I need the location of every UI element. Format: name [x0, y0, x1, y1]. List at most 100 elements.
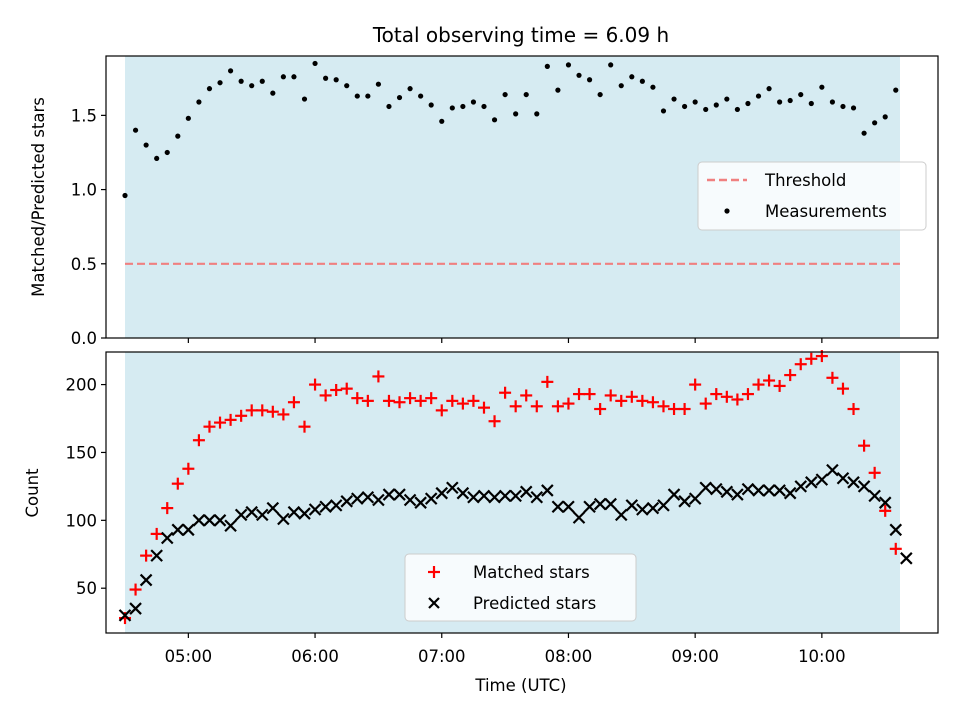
measurement-point [576, 72, 582, 78]
measurement-point [291, 74, 297, 80]
measurement-point [639, 78, 645, 84]
measurement-point [745, 100, 751, 107]
measurement-point [259, 78, 265, 84]
measurement-point [513, 111, 519, 117]
predicted-star-marker [562, 500, 575, 514]
top-plot-frame [105, 55, 939, 339]
predicted-star-marker [688, 492, 702, 505]
measurement-point [439, 118, 445, 124]
measurement-point [365, 93, 371, 99]
predicted-star-marker [614, 508, 628, 522]
predicted-star-marker [340, 495, 354, 508]
bottom-legend: Matched stars Predicted stars [404, 553, 637, 622]
predicted-star-marker [498, 489, 512, 503]
legend-predicted-label: Predicted stars [473, 594, 596, 613]
measurement-point [555, 87, 561, 93]
measurement-point [491, 117, 498, 123]
predicted-star-marker [530, 490, 544, 504]
predicted-star-marker [203, 514, 216, 527]
predicted-star-marker [361, 490, 375, 504]
measurement-point [418, 93, 424, 99]
top-ytick-label: 1.0 [71, 181, 97, 200]
measurement-point [565, 62, 572, 68]
predicted-star-marker [667, 488, 681, 501]
matched-star-marker [245, 404, 258, 417]
matched-star-marker [372, 370, 385, 383]
matched-star-marker [488, 415, 501, 428]
matched-star-marker [625, 390, 638, 403]
measurement-point [354, 93, 360, 99]
matched-star-marker [404, 392, 417, 405]
predicted-star-marker [878, 496, 892, 509]
matched-star-marker [150, 527, 163, 540]
matched-star-marker [456, 397, 469, 410]
matched-star-marker [551, 400, 564, 413]
matched-star-marker [847, 403, 860, 416]
measurement-point [132, 127, 139, 133]
top-legend-box [697, 161, 927, 231]
predicted-star-marker [857, 480, 871, 493]
matched-star-marker [520, 389, 533, 402]
measurement-point [449, 105, 455, 111]
predicted-star-marker [741, 482, 755, 496]
predicted-star-marker [224, 519, 237, 533]
predicted-star-marker [509, 489, 522, 503]
predicted-star-marker [805, 476, 818, 489]
measurement-point [766, 86, 772, 92]
predicted-star-marker [298, 507, 311, 520]
measurement-point [586, 77, 593, 83]
matched-star-marker [868, 466, 881, 479]
predicted-star-marker [456, 486, 470, 500]
bottom-y-axis-label: Count [23, 468, 42, 518]
predicted-star-marker [477, 489, 491, 503]
measurement-point [671, 96, 677, 102]
matched-star-marker [541, 375, 554, 388]
predicted-star-marker [424, 492, 438, 505]
matched-star-marker [615, 394, 628, 407]
matched-star-marker [689, 378, 702, 391]
measurement-point [312, 60, 318, 67]
measurement-point [270, 90, 276, 96]
predicted-star-marker [836, 471, 850, 485]
top-ytick-label: 1.5 [71, 106, 97, 125]
x-axis-label: Time (UTC) [474, 676, 566, 695]
matched-star-marker [393, 396, 406, 409]
top-legend: Threshold Measurements [697, 161, 927, 231]
top-ytick-label: 0.5 [71, 255, 97, 274]
predicted-star-marker [699, 481, 712, 495]
matched-star-marker [668, 403, 681, 416]
measurement-point [196, 99, 202, 105]
matched-star-marker [889, 542, 902, 555]
predicted-star-marker [572, 511, 586, 524]
matched-star-marker [414, 394, 427, 407]
measurement-point [227, 68, 234, 74]
matched-star-marker [382, 394, 395, 407]
measurement-point [597, 91, 603, 98]
measurement-point [692, 99, 698, 105]
matched-star-marker [636, 394, 649, 407]
predicted-star-marker [889, 523, 903, 537]
predicted-star-marker [171, 523, 185, 537]
measurement-point [808, 100, 814, 107]
predicted-star-marker [414, 496, 427, 509]
predicted-star-marker [129, 602, 142, 615]
chart-title: Total observing time = 6.09 h [372, 23, 669, 47]
measurement-point [872, 120, 878, 126]
bottom-ytick-label: 100 [66, 511, 98, 530]
predicted-star-marker [382, 488, 396, 501]
measurement-point [650, 84, 656, 90]
matched-star-marker [805, 352, 818, 365]
matched-star-marker [499, 386, 512, 399]
measurement-point [386, 103, 392, 110]
measurement-point [164, 149, 170, 156]
matched-star-marker [763, 374, 776, 387]
matched-star-marker [794, 358, 807, 371]
top-panel: 0.0 0.5 1.0 1.5 Matched/Predicted stars Thr… [29, 55, 939, 348]
matched-star-marker [710, 388, 723, 401]
matched-star-marker [467, 394, 480, 407]
predicted-star-marker [900, 552, 913, 565]
measurement-point [206, 86, 213, 92]
measurement-point [396, 94, 403, 101]
measurements-legend-swatch [724, 208, 730, 214]
measurement-point [238, 78, 244, 84]
